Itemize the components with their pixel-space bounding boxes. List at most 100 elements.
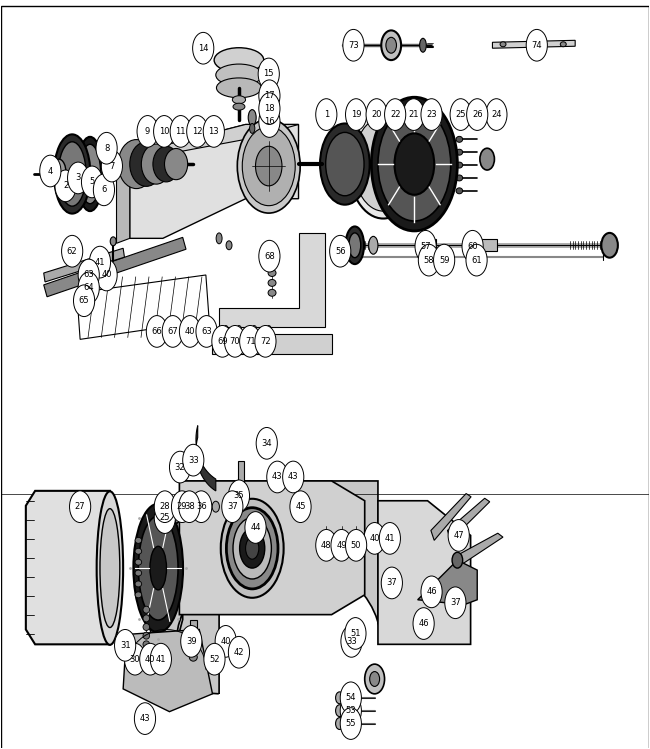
Text: 39: 39 — [186, 637, 196, 646]
Ellipse shape — [347, 632, 356, 643]
Ellipse shape — [369, 237, 378, 254]
Circle shape — [316, 530, 337, 561]
Text: 25: 25 — [456, 110, 466, 119]
Ellipse shape — [79, 145, 101, 204]
Text: 40: 40 — [220, 637, 231, 646]
Circle shape — [153, 115, 175, 148]
Text: 40: 40 — [369, 534, 380, 543]
Circle shape — [101, 151, 122, 182]
Ellipse shape — [237, 119, 300, 213]
Text: 49: 49 — [336, 541, 347, 550]
Ellipse shape — [186, 501, 193, 512]
Polygon shape — [176, 481, 382, 644]
Ellipse shape — [189, 653, 197, 661]
Ellipse shape — [365, 664, 385, 694]
Circle shape — [228, 480, 250, 512]
Circle shape — [240, 326, 261, 357]
Circle shape — [179, 491, 200, 523]
Ellipse shape — [242, 127, 295, 206]
Ellipse shape — [268, 249, 276, 257]
Circle shape — [343, 29, 364, 61]
Text: 68: 68 — [264, 252, 275, 261]
Circle shape — [255, 326, 276, 357]
Circle shape — [462, 231, 483, 262]
Circle shape — [150, 643, 172, 675]
Polygon shape — [44, 237, 186, 297]
Text: 64: 64 — [83, 283, 94, 292]
Text: 40: 40 — [101, 270, 112, 279]
Circle shape — [419, 244, 439, 276]
Circle shape — [346, 530, 367, 561]
Ellipse shape — [354, 117, 413, 211]
Circle shape — [187, 115, 208, 148]
Text: 46: 46 — [419, 619, 429, 628]
Ellipse shape — [320, 124, 370, 204]
Circle shape — [70, 491, 91, 523]
Ellipse shape — [135, 537, 142, 543]
Polygon shape — [219, 234, 325, 327]
Circle shape — [316, 99, 337, 130]
Polygon shape — [378, 501, 471, 644]
Text: 71: 71 — [245, 337, 255, 346]
Circle shape — [421, 99, 442, 130]
Text: 37: 37 — [227, 502, 238, 512]
Ellipse shape — [133, 504, 183, 632]
Text: 58: 58 — [424, 255, 434, 264]
Text: 65: 65 — [79, 296, 90, 306]
Text: 41: 41 — [95, 258, 105, 267]
Polygon shape — [130, 124, 298, 238]
Text: 69: 69 — [217, 337, 228, 346]
Ellipse shape — [143, 615, 150, 622]
Circle shape — [331, 530, 352, 561]
Ellipse shape — [268, 270, 276, 276]
Circle shape — [385, 99, 406, 130]
Ellipse shape — [265, 339, 272, 351]
Text: 38: 38 — [184, 502, 195, 512]
Circle shape — [346, 99, 367, 130]
Ellipse shape — [237, 652, 242, 659]
Text: 63: 63 — [201, 327, 212, 336]
Text: 70: 70 — [229, 337, 240, 346]
Text: 46: 46 — [426, 587, 437, 596]
Circle shape — [183, 444, 204, 476]
Ellipse shape — [456, 149, 463, 155]
Circle shape — [258, 58, 280, 90]
Ellipse shape — [153, 146, 179, 182]
Circle shape — [179, 315, 201, 348]
Ellipse shape — [500, 42, 506, 46]
Text: 52: 52 — [209, 655, 220, 664]
Ellipse shape — [382, 31, 401, 60]
Text: 1: 1 — [324, 110, 329, 119]
Circle shape — [146, 315, 168, 348]
Ellipse shape — [349, 233, 361, 258]
Text: 10: 10 — [159, 127, 170, 136]
Text: 20: 20 — [371, 110, 382, 119]
Ellipse shape — [51, 159, 66, 189]
Circle shape — [204, 643, 225, 675]
Circle shape — [124, 643, 146, 675]
Text: 55: 55 — [346, 719, 356, 728]
Circle shape — [154, 491, 176, 523]
Circle shape — [330, 235, 351, 267]
Circle shape — [341, 625, 362, 657]
Polygon shape — [77, 275, 209, 339]
Ellipse shape — [251, 339, 257, 351]
Polygon shape — [431, 494, 471, 540]
Ellipse shape — [560, 42, 566, 46]
Polygon shape — [26, 491, 110, 644]
Ellipse shape — [420, 38, 426, 52]
Text: 50: 50 — [351, 541, 361, 550]
Circle shape — [40, 155, 61, 187]
Polygon shape — [418, 560, 477, 604]
Circle shape — [215, 625, 237, 657]
Text: 30: 30 — [130, 655, 140, 664]
Text: 44: 44 — [250, 523, 261, 532]
Text: 41: 41 — [155, 655, 166, 664]
Circle shape — [445, 587, 466, 619]
Ellipse shape — [216, 64, 262, 86]
Circle shape — [448, 520, 469, 551]
Circle shape — [266, 461, 288, 493]
Text: 63: 63 — [83, 270, 94, 279]
Text: 13: 13 — [209, 127, 219, 136]
Circle shape — [259, 80, 280, 112]
